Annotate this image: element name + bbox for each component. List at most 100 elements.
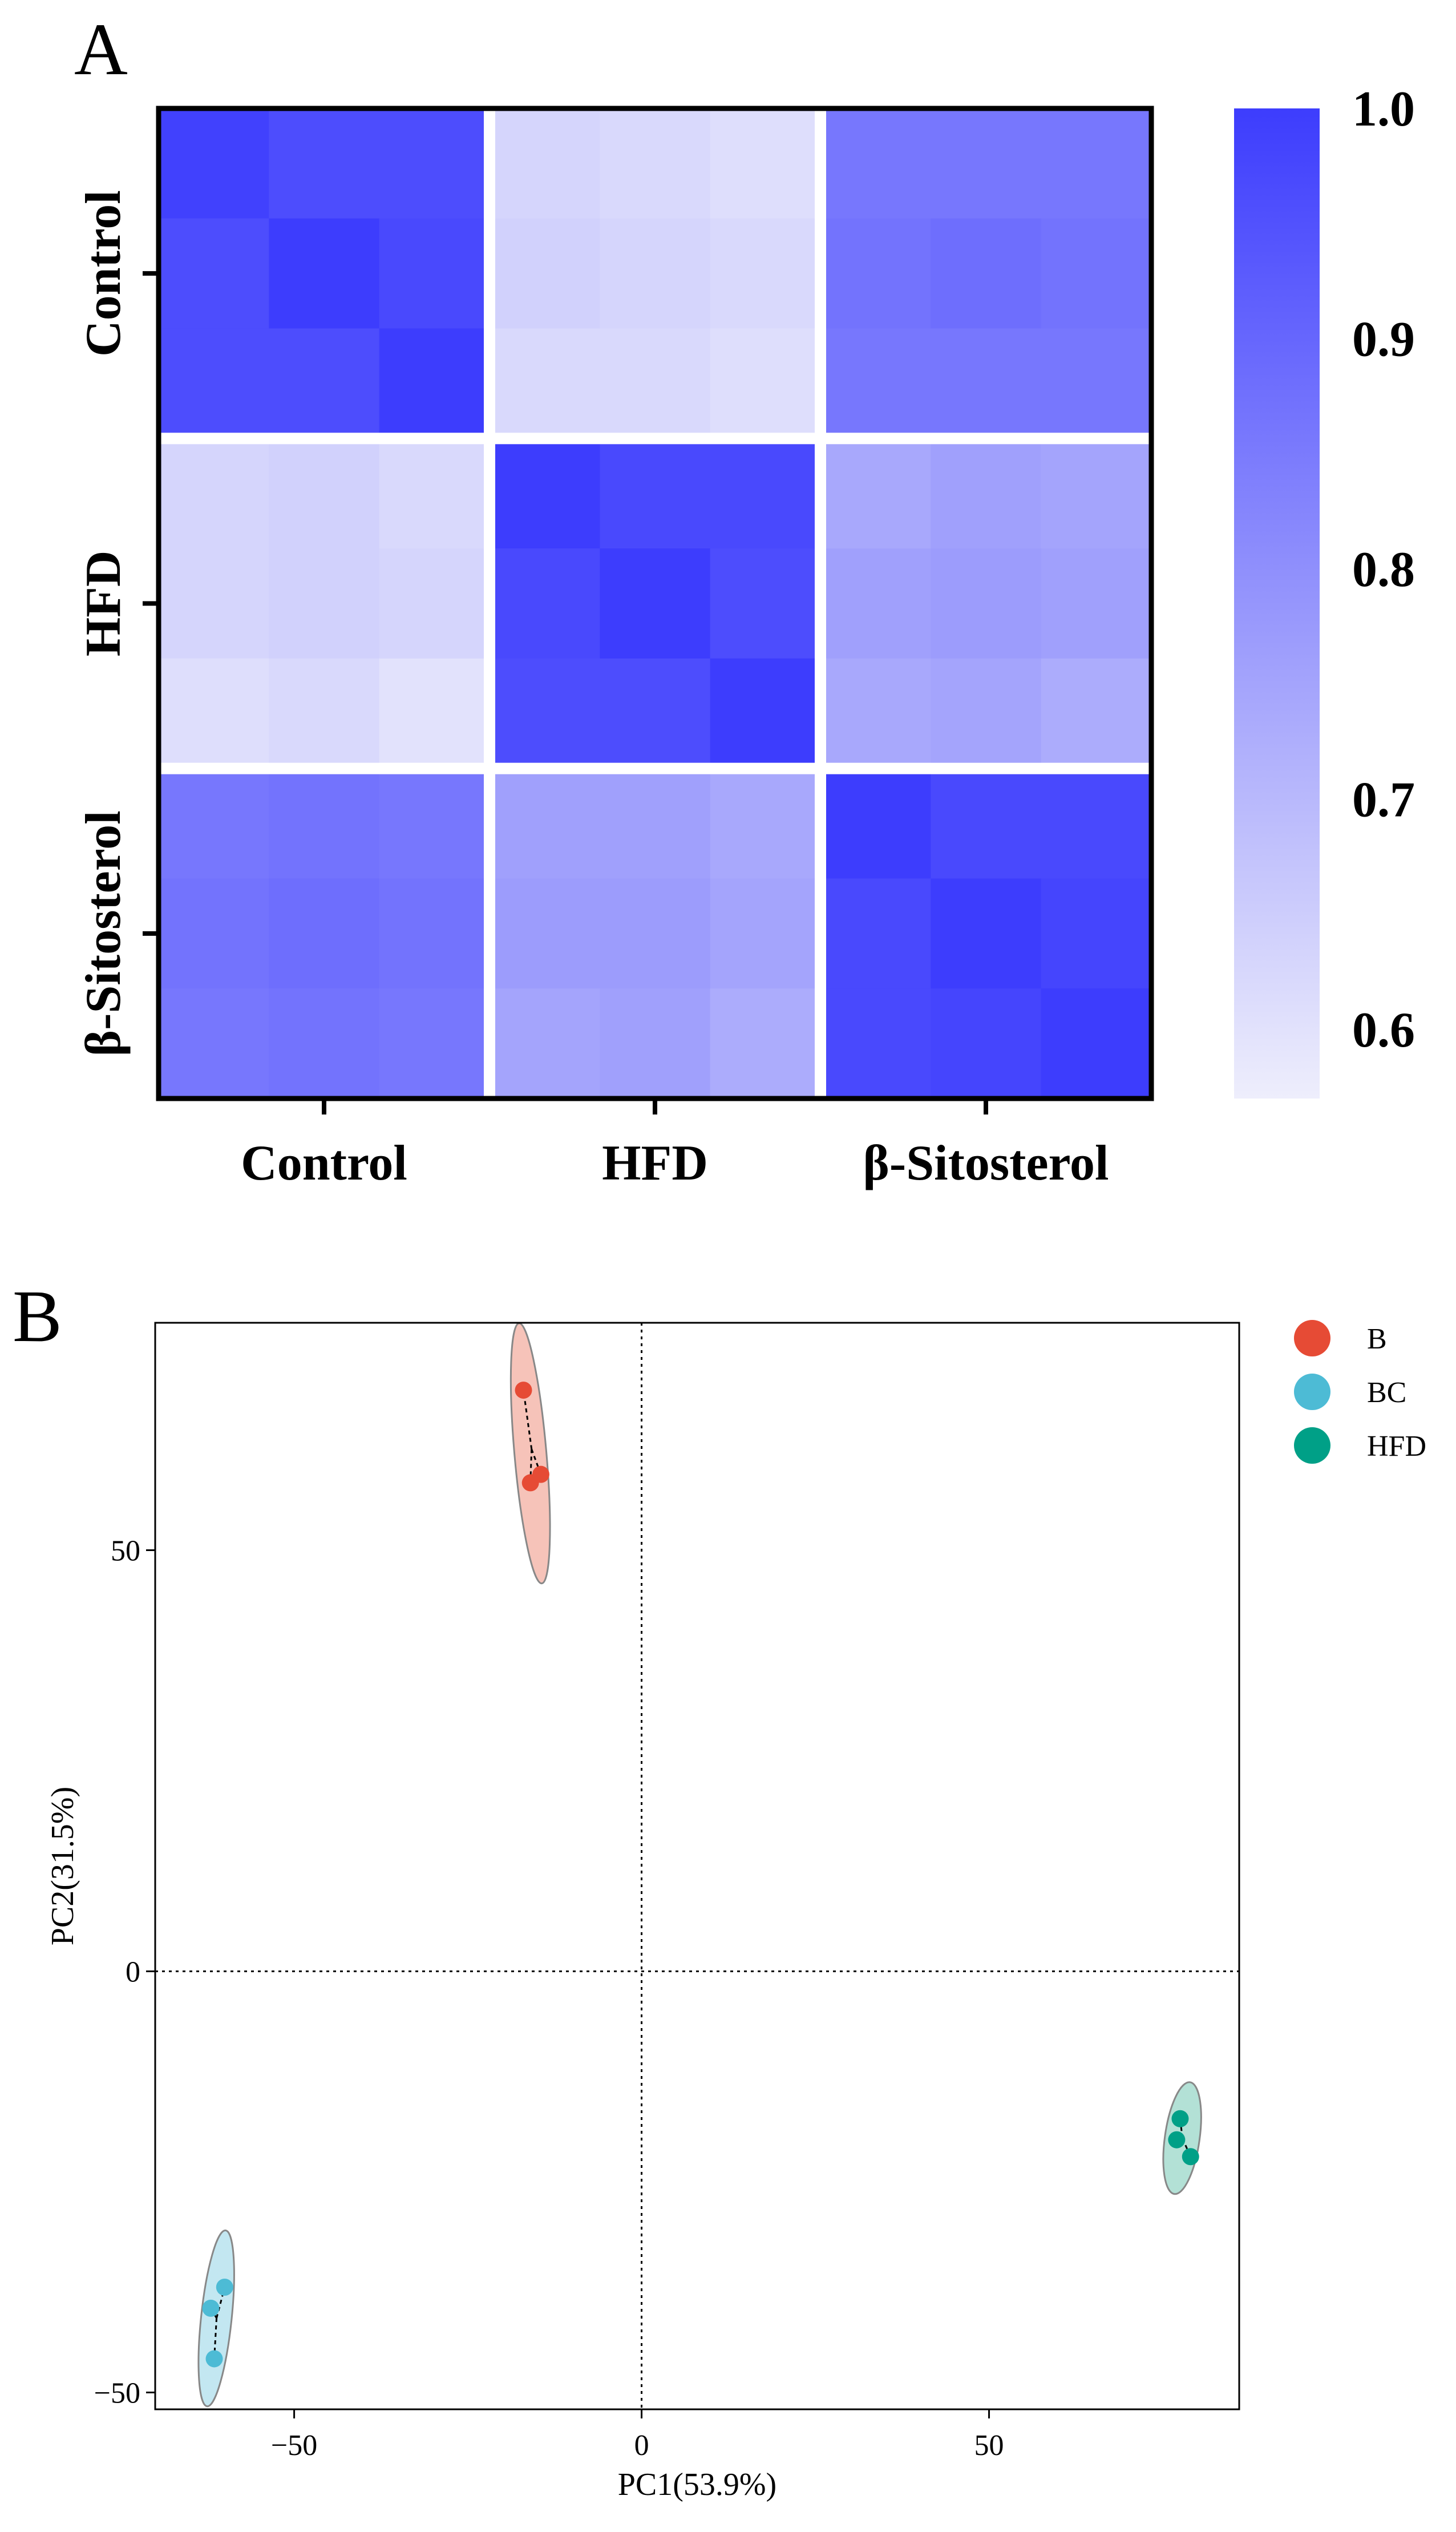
plot-frame: [154, 1322, 1240, 2410]
heatmap-cell: [931, 658, 1042, 769]
colorbar-tick-label: 0.6: [1352, 1003, 1415, 1058]
heatmap-cell: [490, 548, 600, 659]
heatmap-cell: [600, 108, 711, 219]
heatmap-cell: [159, 438, 269, 549]
heatmap-cell: [820, 878, 931, 989]
x-tick-label: 50: [974, 2429, 1004, 2462]
heatmap-cell: [269, 108, 380, 219]
y-tick-label: 50: [111, 1535, 140, 1568]
heatmap-cell: [710, 878, 821, 989]
point-bc: [202, 2299, 220, 2317]
heatmap-cell: [600, 218, 711, 329]
heatmap-cell: [820, 108, 931, 219]
heatmap-cell: [931, 988, 1042, 1099]
heatmap-cell: [490, 108, 600, 219]
heatmap-cell: [1041, 438, 1152, 549]
colorbar-tick-label: 0.8: [1352, 542, 1415, 597]
heatmap-cell: [820, 438, 931, 549]
x-axis-label: PC1(53.9%): [618, 2467, 776, 2502]
heatmap-cell: [159, 548, 269, 659]
pca-axes: −50 0 50 −50 0 50 PC1(53.9%) PC2(31.5%): [45, 1322, 1240, 2502]
heatmap-cell: [379, 108, 490, 219]
pca-legend: B BC HFD: [1294, 1320, 1426, 1464]
heatmap-cell: [820, 768, 931, 879]
panel-b-label: B: [13, 1275, 62, 1358]
legend-label: BC: [1367, 1376, 1406, 1409]
heatmap-cell: [379, 768, 490, 879]
heatmap-cell: [931, 548, 1042, 659]
colorbar-bar: [1234, 108, 1320, 1099]
centroid-segment: [529, 1449, 533, 1483]
heatmap-cell: [710, 108, 821, 219]
heatmap-cell: [379, 218, 490, 329]
colorbar-tick-label: 1.0: [1352, 82, 1415, 137]
point-bc: [216, 2278, 233, 2296]
heatmap-cell: [931, 878, 1042, 989]
heatmap-cell: [379, 328, 490, 439]
heatmap-cell: [490, 878, 600, 989]
heatmap-cell: [269, 548, 380, 659]
heatmap-separator: [815, 108, 826, 1099]
heatmap-cell: [820, 658, 931, 769]
heatmap-cell: [159, 658, 269, 769]
row-group-label: β-Sitosterol: [76, 810, 131, 1056]
heatmap-cell: [931, 768, 1042, 879]
centroid-segment: [523, 1390, 533, 1449]
heatmap-cell: [269, 988, 380, 1099]
heatmap-cell: [1041, 218, 1152, 329]
x-tick-label: −50: [271, 2429, 317, 2462]
heatmap-cell: [600, 658, 711, 769]
heatmap-cell: [1041, 108, 1152, 219]
heatmap-cell: [710, 328, 821, 439]
colorbar-tick-label: 0.9: [1352, 312, 1415, 367]
heatmap-cell: [379, 438, 490, 549]
centroid-segment: [216, 2287, 226, 2319]
heatmap-cell: [600, 878, 711, 989]
heatmap-cell: [710, 438, 821, 549]
heatmap-cell: [931, 218, 1042, 329]
heatmap-cell: [710, 548, 821, 659]
y-tick-label: 0: [126, 1956, 140, 1988]
heatmap-cell: [490, 328, 600, 439]
heatmap-cell: [1041, 548, 1152, 659]
heatmap-cell: [379, 878, 490, 989]
heatmap-cell: [269, 768, 380, 879]
heatmap-cell: [379, 658, 490, 769]
heatmap-cell: [490, 438, 600, 549]
heatmap-cell: [1041, 878, 1152, 989]
col-group-label: HFD: [602, 1136, 708, 1191]
point-b: [532, 1465, 549, 1483]
heatmap-cell: [710, 768, 821, 879]
heatmap-cell: [490, 768, 600, 879]
heatmap-separator: [159, 762, 1151, 774]
heatmap-cell: [600, 548, 711, 659]
heatmap-cell: [710, 218, 821, 329]
point-hfd: [1171, 2110, 1189, 2127]
heatmap-cell: [820, 548, 931, 659]
legend-key-b: [1294, 1320, 1330, 1356]
heatmap-cell: [931, 328, 1042, 439]
row-group-label: Control: [76, 190, 131, 357]
heatmap-cell: [490, 658, 600, 769]
legend-key-hfd: [1294, 1427, 1330, 1464]
heatmap-cell: [269, 218, 380, 329]
heatmap-cell: [159, 218, 269, 329]
heatmap-cell: [269, 878, 380, 989]
heatmap-cell: [379, 988, 490, 1099]
y-axis-label: PC2(31.5%): [45, 1787, 80, 1945]
heatmap-cell: [600, 988, 711, 1099]
heatmap-cell: [1041, 328, 1152, 439]
pca-plot: [155, 1322, 1239, 2409]
y-tick-label: −50: [94, 2377, 140, 2409]
colorbar: 1.0 0.9 0.8 0.7 0.6: [1234, 82, 1415, 1099]
heatmap-cell: [269, 328, 380, 439]
col-group-label: β-Sitosterol: [863, 1136, 1109, 1191]
colorbar-tick-label: 0.7: [1352, 772, 1415, 827]
point-bc: [205, 2350, 223, 2368]
heatmap-cell: [1041, 988, 1152, 1099]
heatmap-cell: [1041, 658, 1152, 769]
heatmap-cell: [600, 768, 711, 879]
x-tick-label: 0: [634, 2429, 649, 2462]
heatmap-cell: [710, 988, 821, 1099]
